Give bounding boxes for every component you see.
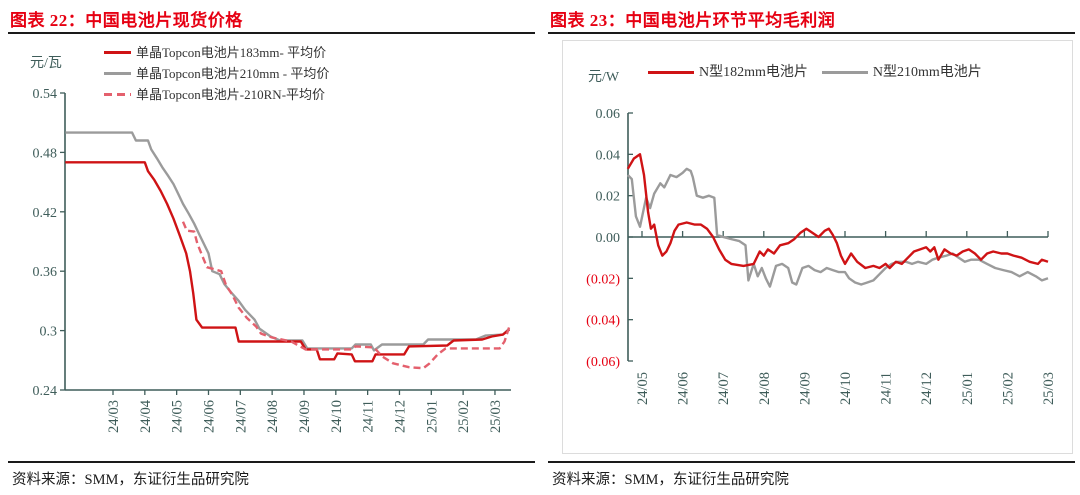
x-tick-label: 24/10 [838,372,854,405]
legend-line-swatch [104,71,131,76]
x-tick-label: 24/04 [138,399,154,433]
y-tick-label: 0.06 [596,107,621,122]
legend-item: 单晶Topcon电池片210mm - 平均价 [104,65,329,82]
x-tick-label: 24/11 [361,400,377,433]
legend-label: 单晶Topcon电池片210mm - 平均价 [136,66,330,81]
y-tick-label: 0.36 [33,265,58,280]
x-tick-label: 25/03 [488,400,504,433]
x-tick-label: 24/07 [716,372,732,405]
y-tick-label: 0.3 [40,325,58,340]
legend-item: N型182mm电池片 [648,64,808,81]
chart-title: 图表 22：中国电池片现货价格 [10,11,243,30]
legend-label: 单晶Topcon电池片-210RN-平均价 [136,87,326,102]
y-tick-label: 0.42 [33,206,58,221]
legend-label: 单晶Topcon电池片183mm- 平均价 [136,45,327,60]
y-tick-label: 0.24 [33,384,58,399]
y-tick-label: 0.00 [596,231,621,246]
y-tick-label: 0.54 [33,87,58,102]
x-tick-label: 24/08 [757,372,773,405]
x-tick-label: 24/06 [201,400,217,433]
x-tick-label: 24/05 [170,400,186,433]
x-tick-label: 24/05 [635,372,651,405]
panel-cell-price-chart: 图表 22：中国电池片现货价格 元/瓦 单晶Topcon电池片183mm- 平均… [8,0,535,495]
x-tick-label: 24/08 [265,400,281,433]
x-tick-label: 24/03 [106,400,122,433]
y-tick-label: (0.02) [586,272,620,287]
y-tick-label: 0.02 [596,190,621,205]
x-tick-label: 24/07 [233,400,249,433]
legend-line-swatch [648,70,694,75]
source-rule [548,461,1075,463]
y-tick-label: 0.48 [33,146,58,161]
y-axis-unit-label: 元/瓦 [30,56,62,71]
series-line [65,131,511,352]
x-tick-label: 24/06 [676,372,692,405]
x-tick-label: 24/09 [797,372,813,405]
legend-line-swatch [821,70,868,75]
x-tick-label: 25/02 [456,400,472,433]
source-rule [8,461,535,463]
legend: 单晶Topcon电池片183mm- 平均价 单晶Topcon电池片210mm - … [104,44,329,103]
x-tick-label: 24/12 [919,372,935,405]
title-rule [8,32,535,34]
y-tick-label: (0.04) [586,314,620,329]
legend-item: 单晶Topcon电池片-210RN-平均价 [104,86,329,103]
panel-gross-margin-chart: 图表 23：中国电池片环节平均毛利润 元/W N型182mm电池片 N型210mm… [548,0,1075,495]
title-rule [548,32,1075,34]
x-tick-label: 24/10 [329,400,345,433]
legend-line-swatch [104,50,131,55]
x-tick-label: 24/12 [392,400,408,433]
y-axis-unit-label: 元/W [588,70,620,85]
x-tick-label: 25/03 [1041,372,1057,405]
x-tick-label: 25/01 [424,400,440,433]
series-line [65,161,511,363]
legend-item: 单晶Topcon电池片183mm- 平均价 [104,44,329,61]
x-tick-label: 24/09 [297,400,313,433]
legend-item: N型210mm电池片 [821,64,982,81]
legend-dashed-line-swatch [104,92,131,97]
series-line [626,167,1049,288]
y-tick-label: 0.04 [596,148,621,163]
series-line [626,153,1049,270]
legend-label: N型210mm电池片 [872,65,982,80]
source-note: 资料来源：SMM，东证衍生品研究院 [552,472,789,488]
source-note: 资料来源：SMM，东证衍生品研究院 [12,472,249,488]
series-line [181,221,511,370]
x-tick-label: 25/02 [1000,372,1016,405]
y-tick-label: (0.06) [586,355,620,370]
legend-label: N型182mm电池片 [699,65,808,80]
legend: N型182mm电池片 N型210mm电池片 [648,64,992,81]
x-tick-label: 25/01 [960,372,976,405]
chart-frame-border [562,40,1073,454]
chart-title: 图表 23：中国电池片环节平均毛利润 [550,11,836,30]
x-tick-label: 24/11 [879,372,895,405]
price-line-chart: 0.54 0.48 0.42 0.36 0.3 0.24 24/03 24/04 24/05 24… [33,87,511,433]
margin-line-chart: 0.06 0.04 0.02 0.00 (0.02) (0.04) (0.06) 24/05 2… [586,107,1057,405]
